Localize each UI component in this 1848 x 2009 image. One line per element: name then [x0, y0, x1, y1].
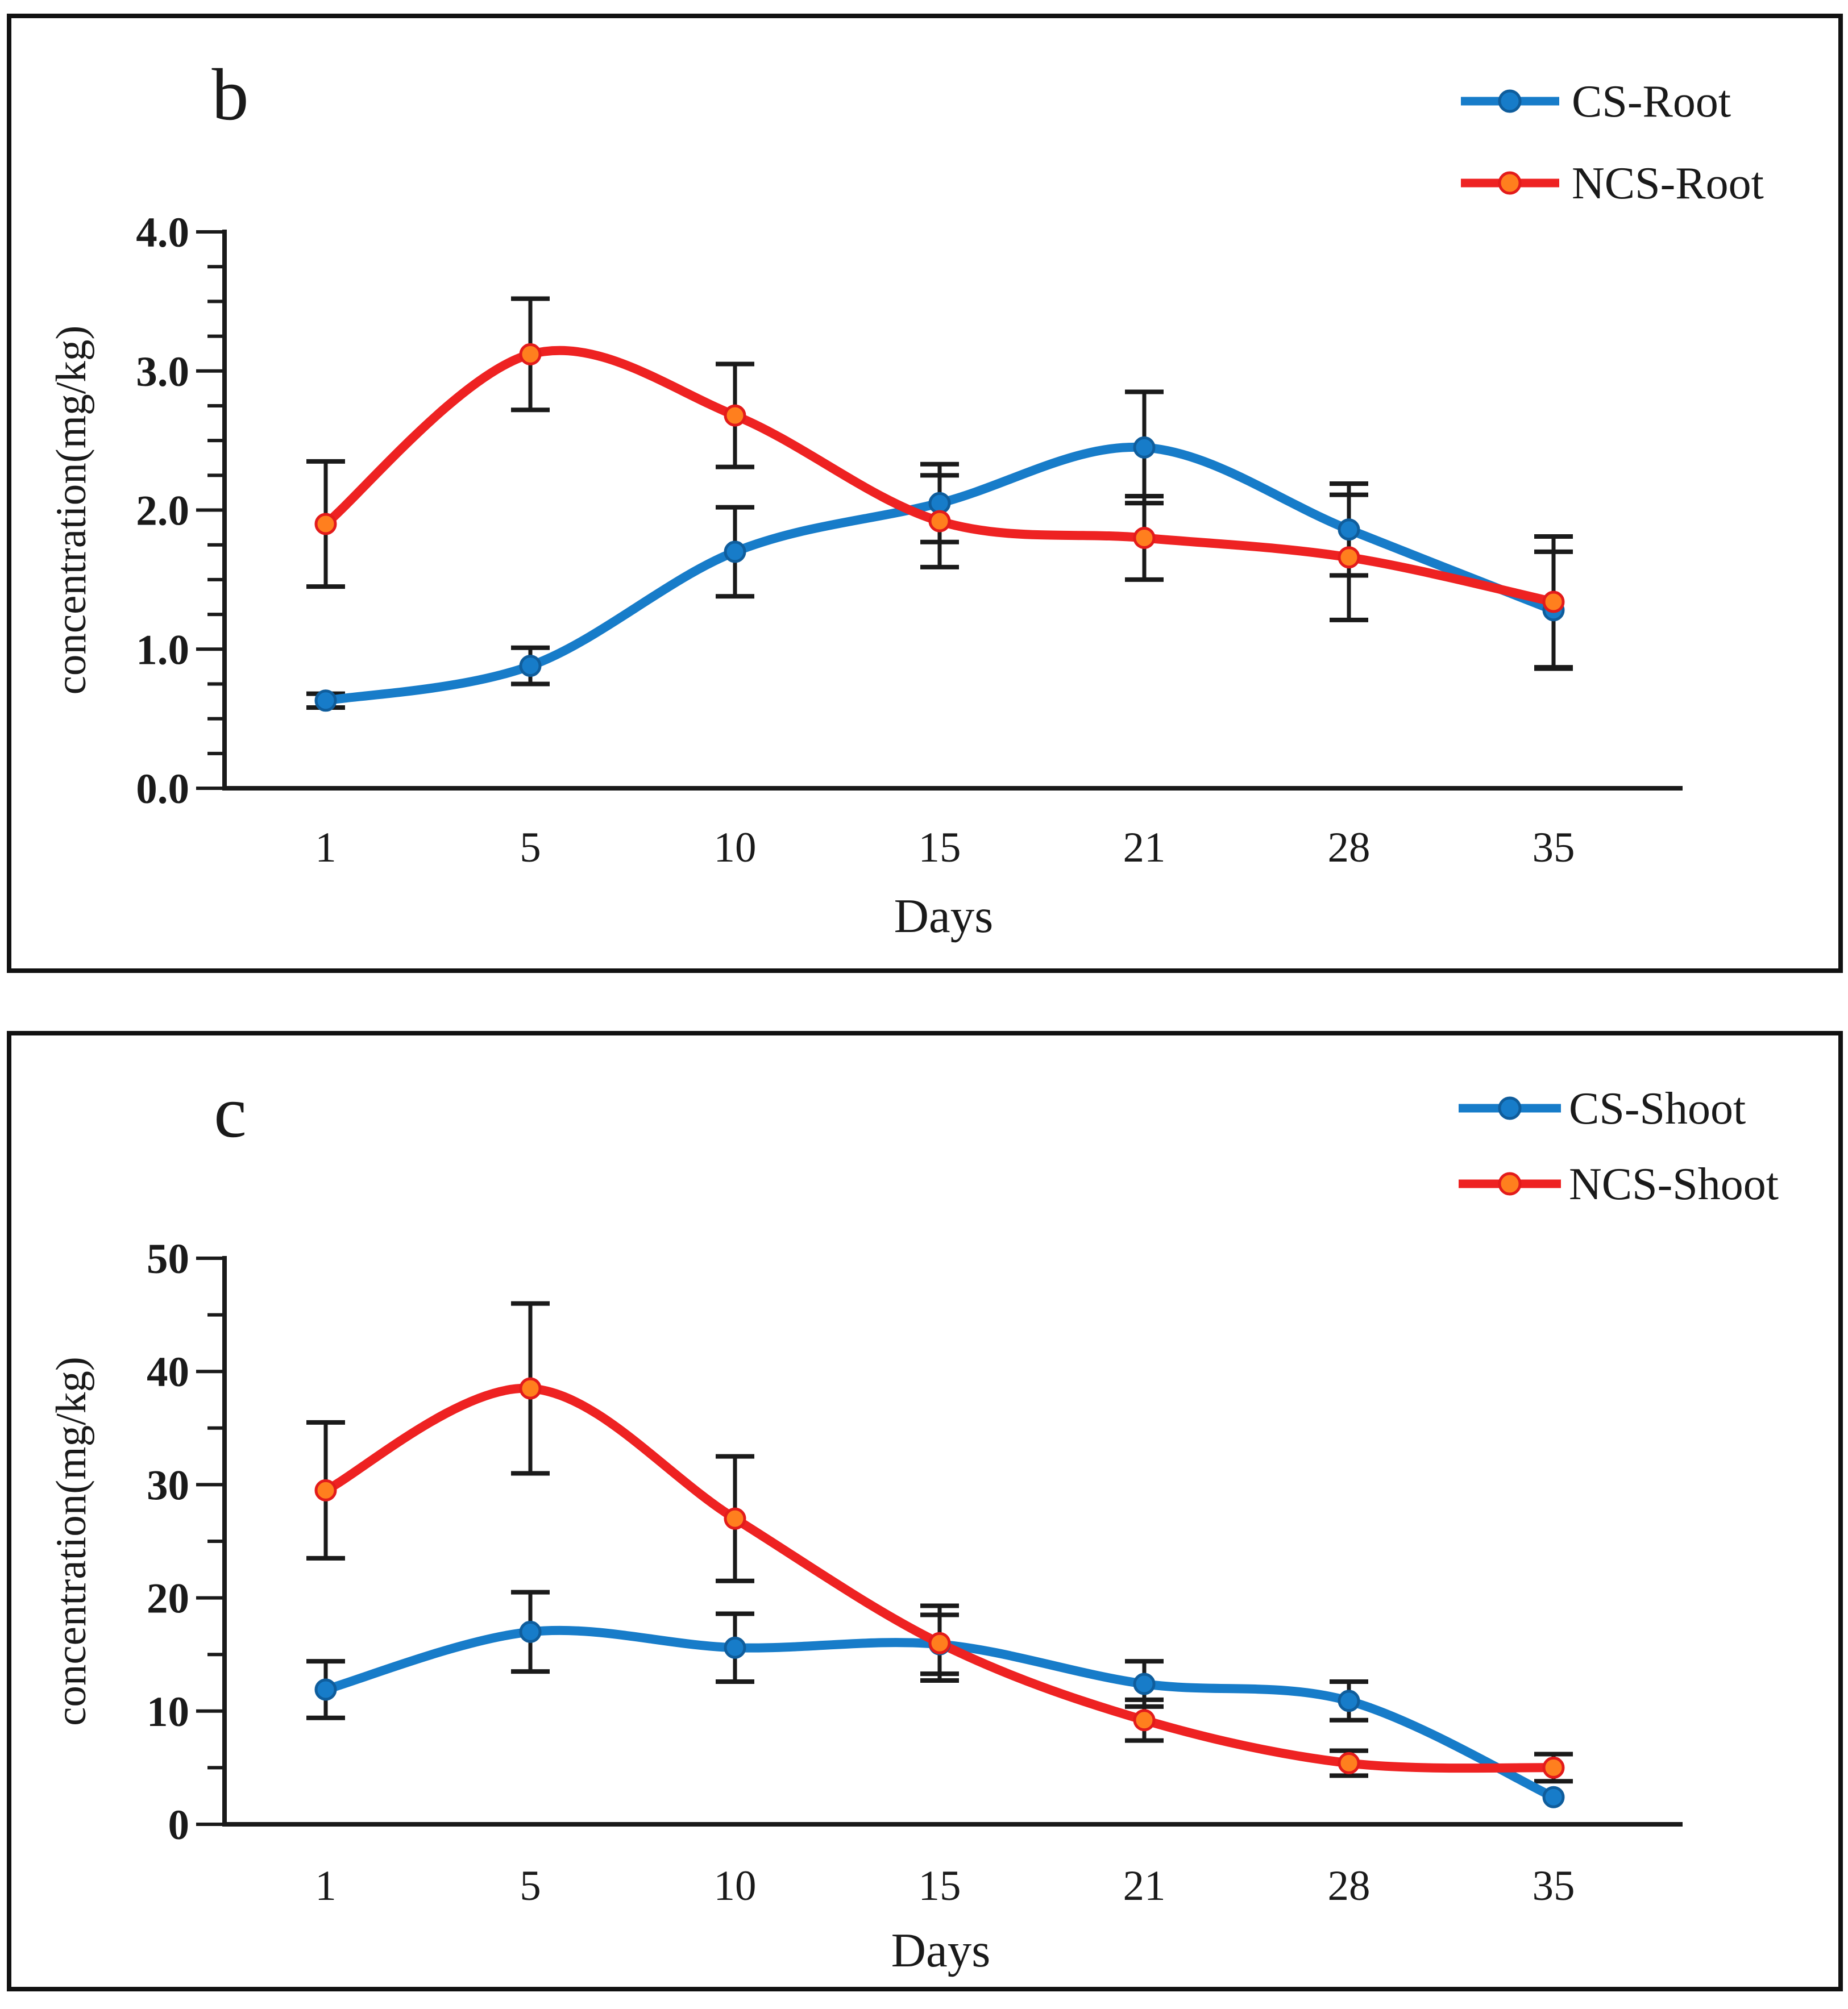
panel-c-y-tick-label: 20 [147, 1575, 189, 1623]
panel-b-y-tick-label: 1.0 [136, 626, 189, 673]
panel-c-legend-item-cs-shoot: CS-Shoot [1459, 1084, 1746, 1134]
panel-b-marker-cs-root [1338, 518, 1360, 541]
panel-c-y-tick-label: 30 [147, 1462, 189, 1509]
panel-c-x-tick-label: 28 [1328, 1862, 1371, 1910]
panel-c-x-tick-label: 15 [919, 1862, 961, 1910]
panel-b-x-axis-title: Days [894, 889, 994, 943]
panel-b-label: b [212, 54, 249, 136]
panel-b-marker-ncs-root [519, 343, 542, 365]
panel-c-marker-cs-shoot [1338, 1690, 1360, 1712]
panel-b-x-tick-label: 10 [714, 824, 757, 871]
panel-b-marker-cs-root [724, 540, 746, 563]
panel-c-marker-cs-shoot [314, 1678, 337, 1701]
panel-c-x-tick-label: 5 [520, 1862, 541, 1910]
panel-c-marker-ncs-shoot [1338, 1752, 1360, 1774]
panel-b-marker-ncs-root [314, 513, 337, 535]
panel-b-x-tick-label: 35 [1533, 824, 1575, 871]
panel-b-marker-ncs-root [1542, 590, 1565, 613]
panel-c-legend-item-ncs-shoot: NCS-Shoot [1459, 1159, 1779, 1209]
legend-label: NCS-Shoot [1569, 1159, 1779, 1209]
panel-c-marker-cs-shoot [1133, 1673, 1156, 1695]
panel-b-y-tick-label: 3.0 [136, 348, 189, 396]
legend-marker-icon [1498, 1172, 1522, 1196]
panel-c-marker-ncs-shoot [928, 1632, 951, 1654]
panel-b-y-tick-label: 0.0 [136, 766, 189, 813]
panel-b-marker-ncs-root [928, 510, 951, 533]
panel-c-y-tick-label: 40 [147, 1349, 189, 1396]
panel-b-marker-ncs-root [1338, 546, 1360, 569]
panel-b-marker-cs-root [314, 689, 337, 712]
panel-c-frame [7, 1031, 1843, 1991]
panel-b-marker-cs-root [1133, 436, 1156, 459]
panel-c-marker-ncs-shoot [724, 1507, 746, 1530]
panel-b-marker-cs-root [928, 492, 951, 514]
panel-b-legend-item-cs-root: CS-Root [1461, 77, 1731, 127]
panel-b-marker-ncs-root [1133, 526, 1156, 549]
panel-c-y-tick-label: 10 [147, 1688, 189, 1736]
legend-marker-icon [1498, 89, 1522, 113]
legend-label: CS-Shoot [1569, 1084, 1746, 1134]
panel-b-y-tick-label: 2.0 [136, 488, 189, 535]
panel-c-x-tick-label: 10 [714, 1862, 757, 1910]
panel-b-x-tick-label: 28 [1328, 824, 1371, 871]
panel-c-marker-ncs-shoot [314, 1479, 337, 1501]
panel-b-marker-cs-root [519, 655, 542, 677]
panel-b-marker-ncs-root [724, 404, 746, 427]
panel-c-marker-cs-shoot [519, 1620, 542, 1643]
panel-c-x-tick-label: 21 [1123, 1862, 1166, 1910]
legend-marker-icon [1498, 1096, 1522, 1120]
panel-c-marker-ncs-shoot [1133, 1709, 1156, 1732]
legend-label: CS-Root [1572, 77, 1731, 127]
panel-b-frame [7, 14, 1843, 973]
panel-b-y-axis-title: concentration(mg/kg) [48, 326, 95, 695]
panel-c-y-tick-label: 50 [147, 1236, 189, 1283]
panel-c-marker-ncs-shoot [519, 1377, 542, 1400]
panel-c-marker-cs-shoot [1542, 1786, 1565, 1808]
panel-b-legend-item-ncs-root: NCS-Root [1461, 159, 1764, 209]
panel-c-x-axis-title: Days [891, 1924, 991, 1977]
panel-c-x-tick-label: 35 [1533, 1862, 1575, 1910]
panel-c-marker-ncs-shoot [1542, 1756, 1565, 1779]
legend-marker-icon [1498, 171, 1522, 195]
panel-b-x-tick-label: 1 [315, 824, 337, 871]
panel-b-x-tick-label: 5 [520, 824, 541, 871]
panel-c-marker-cs-shoot [724, 1636, 746, 1659]
panel-c-y-tick-label: 0 [168, 1802, 190, 1849]
panel-c-label: c [214, 1071, 247, 1153]
panel-b-x-tick-label: 21 [1123, 824, 1166, 871]
panel-b-x-tick-label: 15 [919, 824, 961, 871]
legend-label: NCS-Root [1572, 159, 1764, 209]
panel-b-y-tick-label: 4.0 [136, 209, 189, 256]
panel-c-x-tick-label: 1 [315, 1862, 337, 1910]
panel-c-y-axis-title: concentration(mg/kg) [48, 1357, 95, 1726]
